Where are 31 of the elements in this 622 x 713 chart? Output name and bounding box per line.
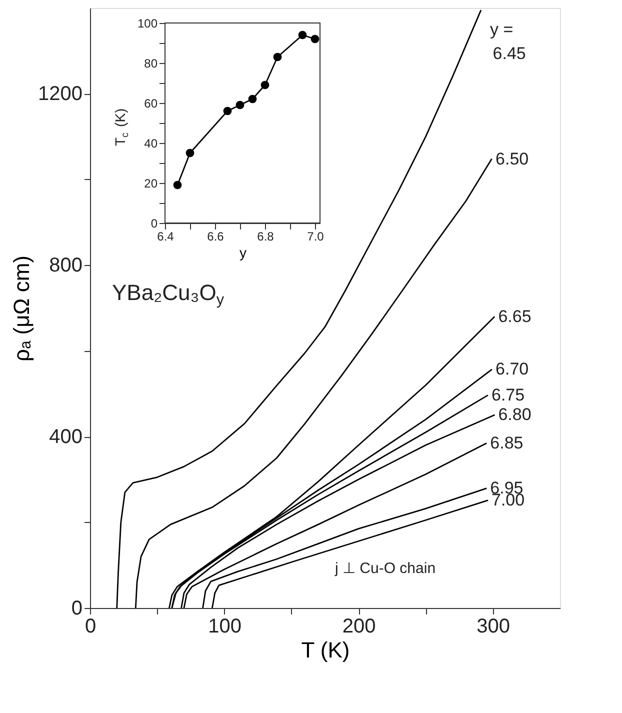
y-tick-label: 80 bbox=[144, 56, 158, 70]
series-label: 6.70 bbox=[496, 360, 529, 379]
y-tick-label: 40 bbox=[144, 136, 158, 150]
annotation: y = bbox=[490, 20, 514, 39]
x-tick-label: 6.6 bbox=[207, 230, 224, 244]
x-tick-label: 6.4 bbox=[157, 230, 174, 244]
series-label: 6.75 bbox=[491, 385, 525, 404]
y-tick-label: 100 bbox=[137, 16, 158, 30]
series-label: 6.50 bbox=[496, 149, 529, 168]
y-tick-label: 60 bbox=[144, 96, 158, 110]
x-tick-label: 6.8 bbox=[257, 230, 274, 244]
x-tick-label: 200 bbox=[342, 616, 376, 638]
x-tick-label: 300 bbox=[476, 616, 510, 638]
x-axis-title: y bbox=[240, 244, 246, 260]
annotation: j ⊥ Cu-O chain bbox=[334, 560, 436, 577]
y-tick-label: 0 bbox=[71, 598, 82, 620]
y-tick-label: 800 bbox=[49, 254, 82, 277]
series-label: 6.85 bbox=[490, 433, 524, 452]
y-tick-label: 400 bbox=[49, 426, 82, 448]
x-axis-title: T (K) bbox=[301, 638, 350, 662]
series-label: 6.65 bbox=[498, 307, 532, 326]
y-tick-label: 1200 bbox=[38, 83, 82, 106]
x-tick-label: 100 bbox=[208, 616, 242, 638]
x-tick-label: 0 bbox=[84, 616, 96, 638]
y-tick-label: 0 bbox=[150, 216, 158, 230]
series-label: 6.80 bbox=[498, 405, 532, 424]
y-axis-title: Tc (K) bbox=[112, 108, 132, 146]
y-axis-title: ρₐ (μΩ cm) bbox=[9, 255, 34, 362]
y-tick-label: 20 bbox=[144, 176, 158, 190]
x-tick-label: 7.0 bbox=[307, 230, 324, 244]
series-label: 6.45 bbox=[492, 44, 526, 63]
